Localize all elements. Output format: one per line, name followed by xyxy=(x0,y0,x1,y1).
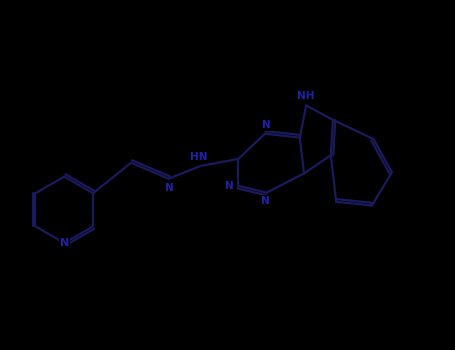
Text: N: N xyxy=(165,183,173,193)
Text: N: N xyxy=(60,238,69,248)
Text: NH: NH xyxy=(298,91,315,101)
Text: N: N xyxy=(261,196,270,206)
Text: N: N xyxy=(225,181,234,191)
Text: N: N xyxy=(262,120,270,130)
Text: HN: HN xyxy=(190,152,207,162)
